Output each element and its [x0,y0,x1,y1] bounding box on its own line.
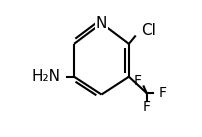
Text: N: N [95,16,107,31]
Text: F: F [133,74,141,88]
Text: F: F [158,86,166,100]
Text: H₂N: H₂N [31,69,60,84]
Text: Cl: Cl [141,23,155,38]
Text: F: F [142,100,150,114]
